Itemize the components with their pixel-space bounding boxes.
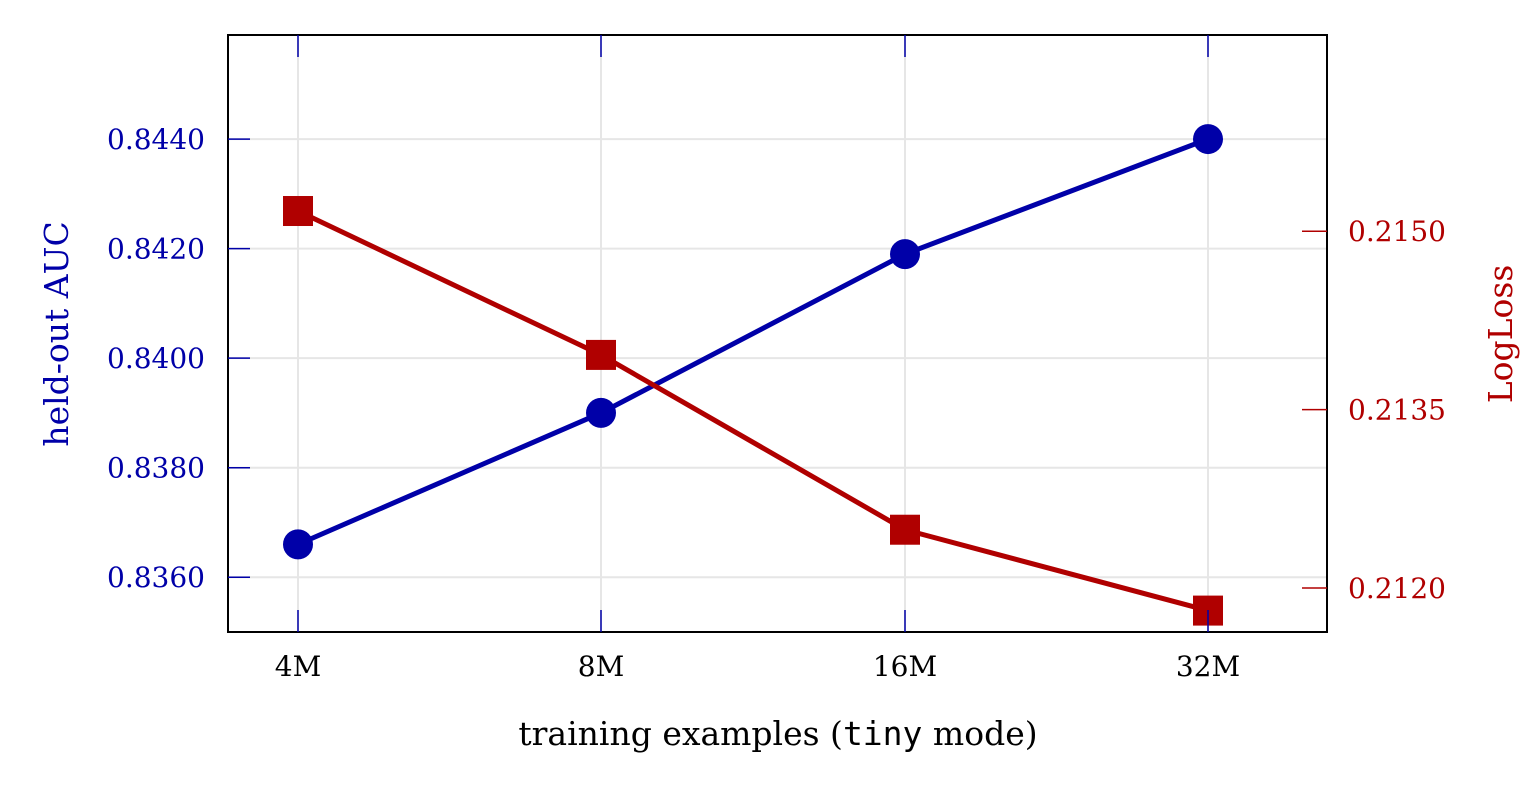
x-tick-label: 8M bbox=[578, 650, 624, 683]
x-tick-label: 32M bbox=[1176, 650, 1240, 683]
y-axis-right-title: LogLoss bbox=[1481, 265, 1520, 404]
data-point-left bbox=[586, 397, 616, 428]
series-layer bbox=[283, 124, 1223, 626]
y-right-tick-label: 0.2150 bbox=[1348, 215, 1446, 248]
y-left-tick-label: 0.8440 bbox=[107, 123, 205, 156]
grid bbox=[228, 35, 1327, 632]
series-line-right bbox=[296, 208, 1209, 614]
x-axis-title-suffix: mode) bbox=[922, 714, 1037, 753]
x-axis-title-code: tiny bbox=[843, 714, 922, 753]
y-right-tick-label: 0.2120 bbox=[1348, 572, 1446, 605]
y-axis-left-title: held-out AUC bbox=[37, 221, 76, 446]
series-line-left bbox=[297, 136, 1209, 547]
data-point-left bbox=[1193, 124, 1223, 155]
y-right-tick-label: 0.2135 bbox=[1348, 394, 1446, 427]
data-point-right bbox=[283, 196, 313, 227]
x-axis-title-prefix: training examples ( bbox=[518, 714, 843, 753]
y-left-tick-label: 0.8400 bbox=[107, 342, 205, 375]
y-left-tick-label: 0.8360 bbox=[107, 561, 205, 594]
x-axis-title: training examples (tiny mode) bbox=[518, 714, 1037, 753]
x-tick-label: 16M bbox=[873, 650, 937, 683]
plot-frame bbox=[227, 34, 1328, 633]
y-left-tick-label: 0.8420 bbox=[107, 233, 205, 266]
x-tick-label: 4M bbox=[275, 650, 321, 683]
data-point-right bbox=[586, 339, 616, 370]
data-point-right bbox=[890, 514, 920, 545]
ticks-layer: 4M 8M 16M 32M 0.8360 0.8380 0.8400 0.8420 0.8440… bbox=[107, 35, 1446, 683]
data-point-left bbox=[890, 239, 920, 270]
y-left-tick-label: 0.8380 bbox=[107, 452, 205, 485]
data-point-left bbox=[283, 529, 313, 560]
